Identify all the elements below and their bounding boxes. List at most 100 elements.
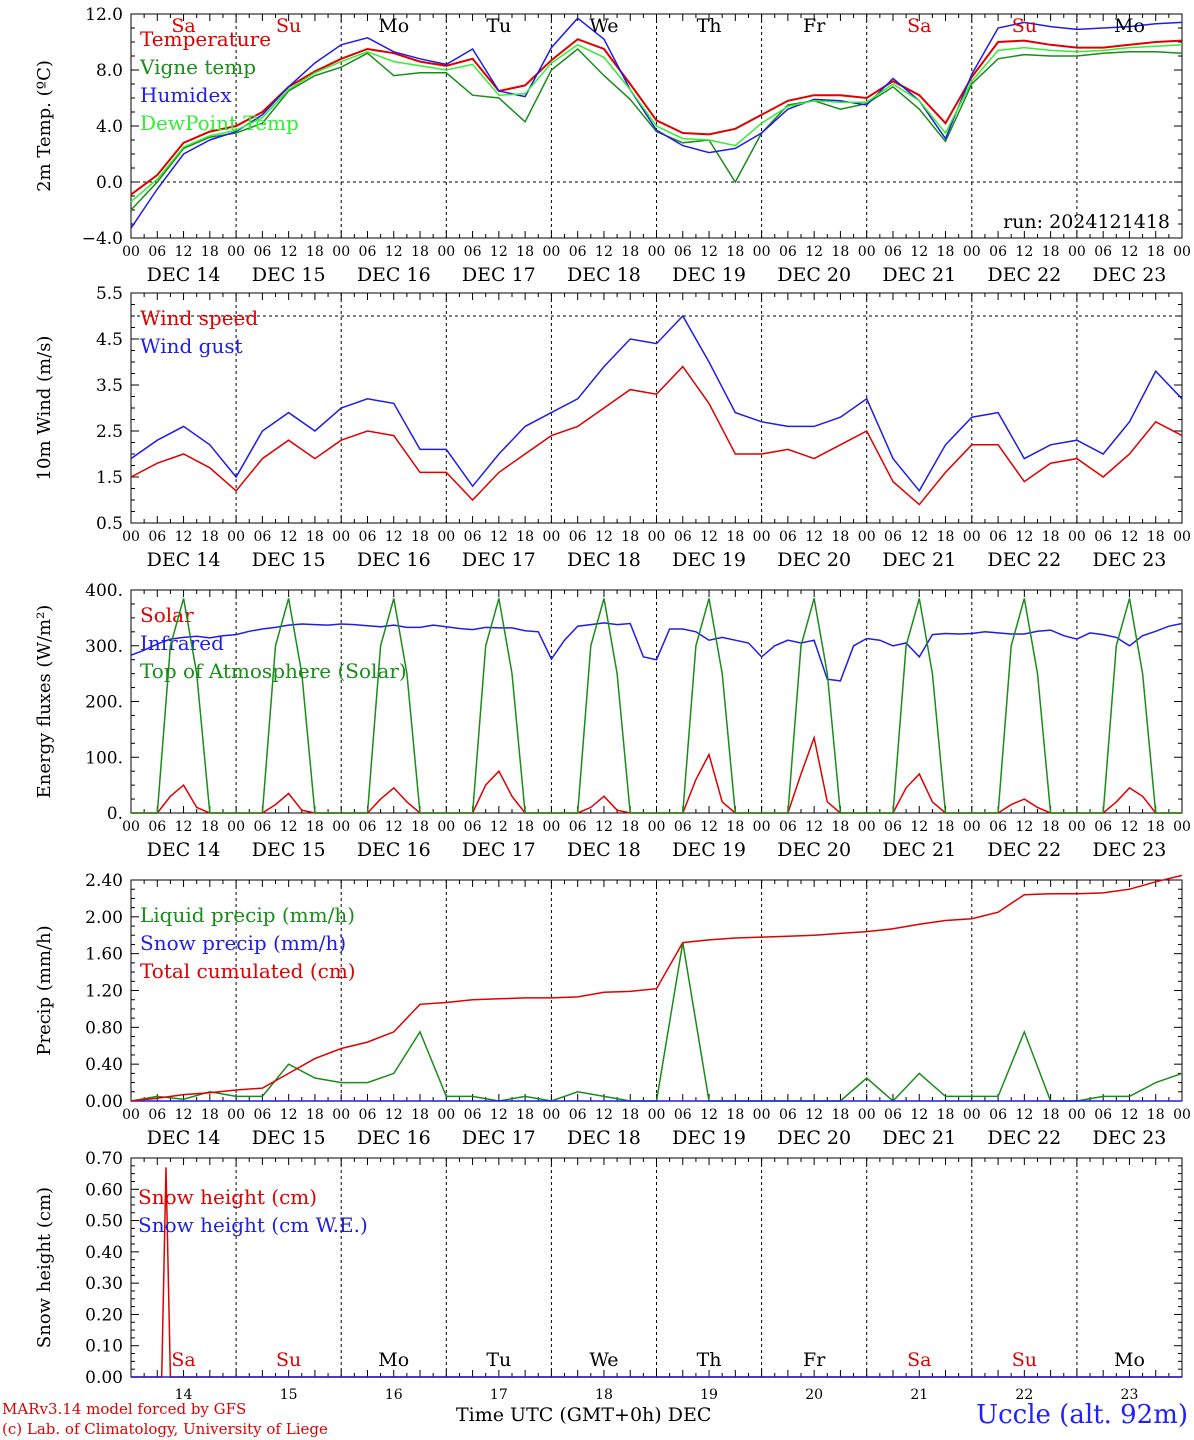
- hour-tick-label: 06: [464, 819, 482, 835]
- hour-tick-label: 00: [332, 819, 350, 835]
- hour-tick-label: 06: [359, 529, 377, 545]
- legend-entry: Top of Atmosphere (Solar): [140, 659, 407, 683]
- hour-tick-label: 18: [411, 1107, 429, 1123]
- hour-tick-label: 18: [1042, 1107, 1060, 1123]
- hour-tick-label: 12: [280, 529, 298, 545]
- weekday-label: Fr: [803, 15, 826, 37]
- hour-tick-label: 12: [805, 529, 823, 545]
- day-label: DEC 21: [882, 264, 956, 286]
- hour-tick-label: 12: [595, 1107, 613, 1123]
- station-label: Uccle (alt. 92m): [976, 1400, 1188, 1430]
- y-tick-label: 12.0: [85, 5, 123, 25]
- hour-tick-label: 12: [700, 819, 718, 835]
- hour-tick-label: 18: [516, 529, 534, 545]
- hour-tick-label: 06: [148, 244, 166, 260]
- hour-tick-label: 00: [858, 244, 876, 260]
- credit-lab: (c) Lab. of Climatology, University of L…: [2, 1420, 328, 1438]
- y-tick-label: 5.5: [96, 284, 123, 304]
- legend-entry: Snow height (cm W.E.): [138, 1213, 368, 1237]
- day-label: DEC 20: [777, 549, 851, 571]
- hour-tick-label: 18: [832, 244, 850, 260]
- hour-tick-label: 06: [989, 529, 1007, 545]
- y-tick-label: 0.: [107, 804, 123, 824]
- y-tick-label: 1.60: [85, 945, 123, 965]
- y-tick-label: 4.0: [96, 117, 123, 137]
- day-label: DEC 20: [777, 1127, 851, 1149]
- day-number-label: 17: [490, 1387, 508, 1403]
- series-line-temperature: [130, 38, 1183, 196]
- y-tick-label: 0.0: [96, 173, 123, 193]
- hour-tick-label: 12: [910, 819, 928, 835]
- y-tick-label: 0.40: [85, 1243, 123, 1263]
- hour-tick-label: 18: [411, 244, 429, 260]
- hour-tick-label: 00: [753, 1107, 771, 1123]
- hour-tick-label: 18: [1042, 244, 1060, 260]
- hour-tick-label: 06: [884, 529, 902, 545]
- run-label: run: 2024121418: [1003, 211, 1170, 233]
- hour-tick-label: 18: [726, 1107, 744, 1123]
- hour-tick-label: 18: [306, 819, 324, 835]
- hour-tick-label: 00: [648, 529, 666, 545]
- credit-model: MARv3.14 model forced by GFS: [2, 1400, 247, 1418]
- hour-tick-label: 06: [253, 1107, 271, 1123]
- y-tick-label: 0.5: [96, 514, 123, 534]
- hour-tick-label: 06: [569, 244, 587, 260]
- hour-tick-label: 00: [437, 529, 455, 545]
- weekday-label: Mo: [1114, 1349, 1145, 1371]
- weekday-label: Sa: [171, 15, 195, 37]
- hour-tick-label: 18: [726, 529, 744, 545]
- y-tick-label: 0.70: [85, 1149, 123, 1169]
- hour-tick-label: 12: [1121, 244, 1139, 260]
- hour-tick-label: 06: [148, 529, 166, 545]
- hour-tick-label: 18: [306, 244, 324, 260]
- hour-tick-label: 18: [201, 529, 219, 545]
- time-axis-label: Time UTC (GMT+0h) DEC: [456, 1404, 712, 1426]
- weekday-label: Tu: [486, 15, 511, 37]
- weekday-label: Th: [697, 15, 722, 37]
- y-tick-label: 0.80: [85, 1018, 123, 1038]
- hour-tick-label: 06: [359, 1107, 377, 1123]
- legend-entry: Infrared: [140, 631, 224, 655]
- hour-tick-label: 00: [542, 819, 560, 835]
- hour-tick-label: 06: [569, 529, 587, 545]
- hour-tick-label: 00: [753, 819, 771, 835]
- hour-tick-label: 12: [1015, 1107, 1033, 1123]
- day-number-label: 14: [175, 1387, 193, 1403]
- weekday-label: Mo: [378, 1349, 409, 1371]
- hour-tick-label: 12: [595, 529, 613, 545]
- hour-tick-label: 12: [1121, 1107, 1139, 1123]
- hour-tick-label: 00: [858, 819, 876, 835]
- hour-tick-label: 00: [1068, 244, 1086, 260]
- hour-tick-label: 12: [595, 819, 613, 835]
- hour-tick-label: 00: [1173, 1107, 1191, 1123]
- day-label: DEC 23: [1093, 839, 1167, 861]
- hour-tick-label: 06: [569, 1107, 587, 1123]
- hour-tick-label: 06: [1094, 529, 1112, 545]
- hour-tick-label: 18: [621, 529, 639, 545]
- day-label: DEC 17: [462, 1127, 536, 1149]
- hour-tick-label: 00: [1068, 1107, 1086, 1123]
- hour-tick-label: 06: [253, 819, 271, 835]
- hour-tick-label: 00: [437, 819, 455, 835]
- weekday-label: Su: [276, 1349, 301, 1371]
- day-label: DEC 14: [147, 839, 221, 861]
- hour-tick-label: 12: [385, 1107, 403, 1123]
- hour-tick-label: 06: [779, 529, 797, 545]
- day-number-label: 22: [1015, 1387, 1033, 1403]
- series-line-vigne-temp: [130, 47, 1183, 211]
- legend-entry: Temperature: [140, 27, 271, 51]
- weekday-label: Su: [1012, 1349, 1037, 1371]
- y-tick-label: 3.5: [96, 376, 123, 396]
- hour-tick-label: 18: [201, 244, 219, 260]
- day-label: DEC 18: [567, 264, 641, 286]
- day-label: DEC 22: [987, 1127, 1061, 1149]
- hour-tick-label: 06: [674, 529, 692, 545]
- day-label: DEC 15: [252, 1127, 326, 1149]
- hour-tick-label: 00: [963, 529, 981, 545]
- legend-entry: Humidex: [140, 83, 232, 107]
- hour-tick-label: 18: [726, 819, 744, 835]
- day-number-label: 20: [805, 1387, 823, 1403]
- hour-tick-label: 06: [674, 1107, 692, 1123]
- hour-tick-label: 00: [227, 244, 245, 260]
- hour-tick-label: 00: [858, 1107, 876, 1123]
